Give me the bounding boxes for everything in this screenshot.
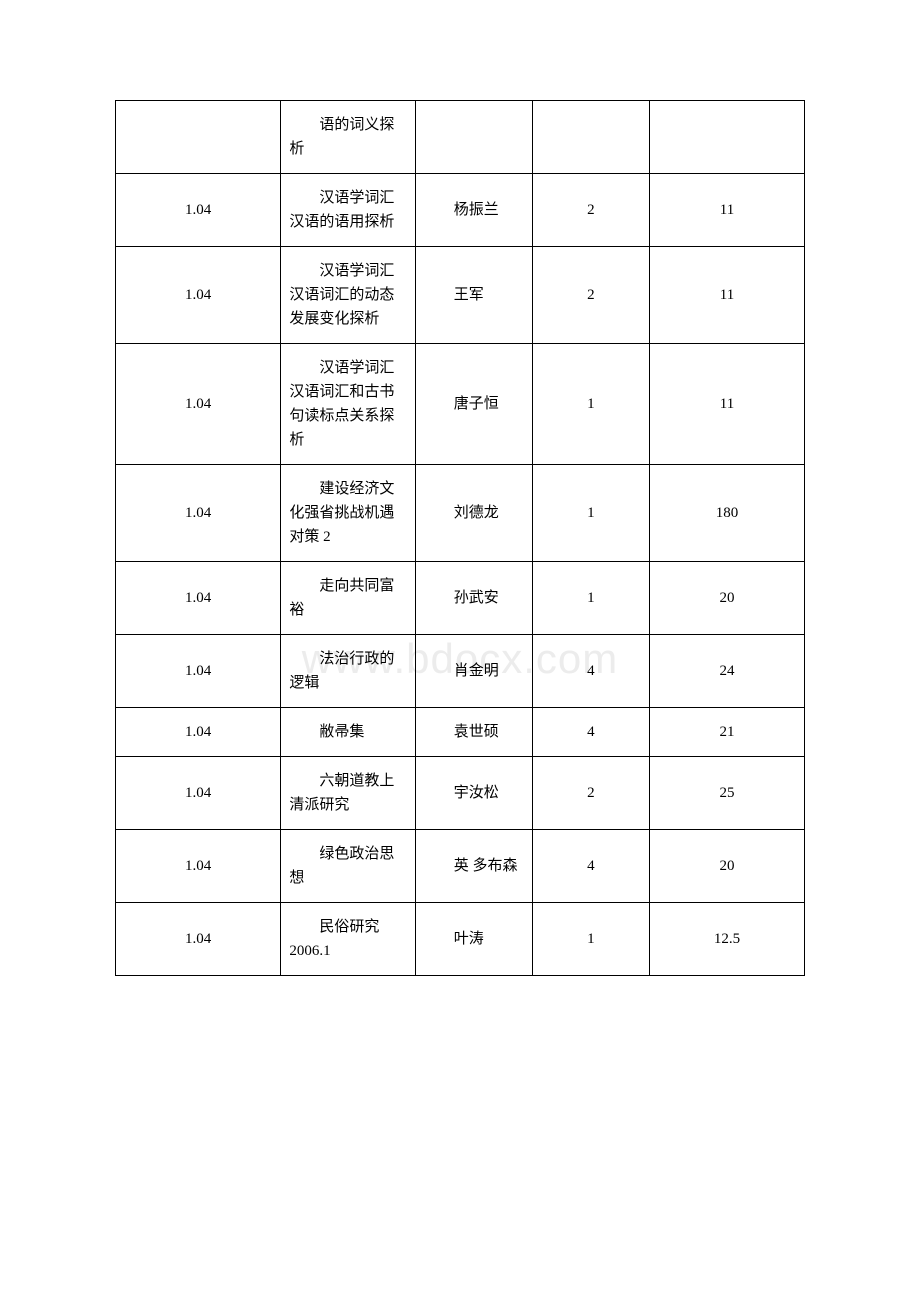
cell-value xyxy=(649,101,804,174)
cell-title: 民俗研究 2006.1 xyxy=(281,903,415,976)
table-row: 1.04 汉语学词汇 汉语的语用探析 杨振兰 2 11 xyxy=(116,174,805,247)
cell-count xyxy=(532,101,649,174)
cell-value: 21 xyxy=(649,708,804,757)
cell-title: 走向共同富裕 xyxy=(281,562,415,635)
cell-count: 1 xyxy=(532,903,649,976)
cell-title: 六朝道教上清派研究 xyxy=(281,757,415,830)
cell-count: 1 xyxy=(532,344,649,465)
cell-author: 王军 xyxy=(415,247,532,344)
cell-count: 4 xyxy=(532,635,649,708)
table-row: 1.04 建设经济文化强省挑战机遇对策 2 刘德龙 1 180 xyxy=(116,465,805,562)
cell-author: 刘德龙 xyxy=(415,465,532,562)
cell-title: 绿色政治思想 xyxy=(281,830,415,903)
cell-code: 1.04 xyxy=(116,708,281,757)
data-table: 语的词义探析 1.04 汉语学词汇 汉语的语用探析 杨振兰 2 11 1.04 … xyxy=(115,100,805,976)
cell-code: 1.04 xyxy=(116,465,281,562)
cell-author: 英 多布森 xyxy=(415,830,532,903)
cell-count: 1 xyxy=(532,465,649,562)
table-row: 1.04 民俗研究 2006.1 叶涛 1 12.5 xyxy=(116,903,805,976)
cell-count: 2 xyxy=(532,174,649,247)
cell-author: 袁世硕 xyxy=(415,708,532,757)
cell-value: 11 xyxy=(649,247,804,344)
table-row: 1.04 法治行政的逻辑 肖金明 4 24 xyxy=(116,635,805,708)
cell-count: 4 xyxy=(532,830,649,903)
cell-code: 1.04 xyxy=(116,757,281,830)
table-row: 1.04 敝帚集 袁世硕 4 21 xyxy=(116,708,805,757)
table-row: 语的词义探析 xyxy=(116,101,805,174)
table-row: 1.04 汉语学词汇 汉语词汇的动态发展变化探析 王军 2 11 xyxy=(116,247,805,344)
cell-count: 1 xyxy=(532,562,649,635)
cell-author: 肖金明 xyxy=(415,635,532,708)
cell-count: 2 xyxy=(532,247,649,344)
cell-value: 12.5 xyxy=(649,903,804,976)
document-table-container: 语的词义探析 1.04 汉语学词汇 汉语的语用探析 杨振兰 2 11 1.04 … xyxy=(115,100,805,976)
cell-code: 1.04 xyxy=(116,903,281,976)
cell-code: 1.04 xyxy=(116,174,281,247)
cell-value: 24 xyxy=(649,635,804,708)
cell-title: 语的词义探析 xyxy=(281,101,415,174)
table-row: 1.04 绿色政治思想 英 多布森 4 20 xyxy=(116,830,805,903)
cell-title: 汉语学词汇 汉语的语用探析 xyxy=(281,174,415,247)
table-row: 1.04 汉语学词汇 汉语词汇和古书句读标点关系探析 唐子恒 1 11 xyxy=(116,344,805,465)
cell-author: 唐子恒 xyxy=(415,344,532,465)
table-body: 语的词义探析 1.04 汉语学词汇 汉语的语用探析 杨振兰 2 11 1.04 … xyxy=(116,101,805,976)
cell-count: 4 xyxy=(532,708,649,757)
table-row: 1.04 六朝道教上清派研究 宇汝松 2 25 xyxy=(116,757,805,830)
cell-code: 1.04 xyxy=(116,635,281,708)
cell-title: 敝帚集 xyxy=(281,708,415,757)
cell-value: 11 xyxy=(649,174,804,247)
cell-code: 1.04 xyxy=(116,830,281,903)
cell-author: 叶涛 xyxy=(415,903,532,976)
cell-author xyxy=(415,101,532,174)
cell-code: 1.04 xyxy=(116,562,281,635)
cell-count: 2 xyxy=(532,757,649,830)
cell-author: 宇汝松 xyxy=(415,757,532,830)
table-row: 1.04 走向共同富裕 孙武安 1 20 xyxy=(116,562,805,635)
cell-title: 汉语学词汇 汉语词汇和古书句读标点关系探析 xyxy=(281,344,415,465)
cell-code xyxy=(116,101,281,174)
cell-title: 汉语学词汇 汉语词汇的动态发展变化探析 xyxy=(281,247,415,344)
cell-value: 180 xyxy=(649,465,804,562)
cell-value: 20 xyxy=(649,830,804,903)
cell-author: 杨振兰 xyxy=(415,174,532,247)
cell-code: 1.04 xyxy=(116,247,281,344)
cell-value: 25 xyxy=(649,757,804,830)
cell-value: 20 xyxy=(649,562,804,635)
cell-author: 孙武安 xyxy=(415,562,532,635)
cell-title: 法治行政的逻辑 xyxy=(281,635,415,708)
cell-code: 1.04 xyxy=(116,344,281,465)
cell-value: 11 xyxy=(649,344,804,465)
cell-title: 建设经济文化强省挑战机遇对策 2 xyxy=(281,465,415,562)
